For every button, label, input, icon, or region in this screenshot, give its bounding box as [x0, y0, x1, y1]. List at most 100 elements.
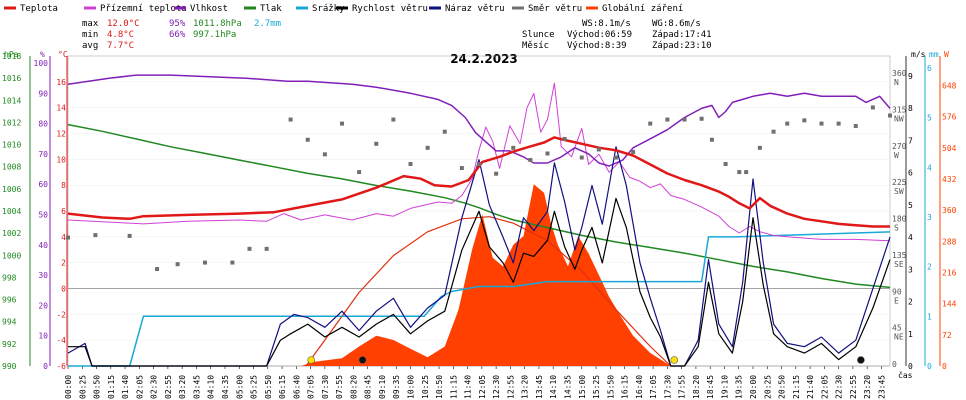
wind-direction-point [596, 147, 601, 152]
x-tick-label: 17:30 [663, 375, 672, 399]
x-tick-label: 20:00 [749, 375, 758, 399]
humidity-tick: 80 [38, 120, 48, 129]
wind-gust-line [67, 146, 891, 367]
temp-tick: 10 [56, 155, 66, 164]
x-tick-label: 17:05 [649, 375, 658, 399]
direction-tick: 225 [892, 178, 907, 187]
x-tick-label: 08:20 [349, 375, 358, 399]
wind-direction-point [737, 170, 742, 175]
hpa-tick: 996 [2, 296, 17, 305]
w-tick: 504 [942, 144, 957, 153]
mm-tick: 1 [927, 312, 932, 321]
pressure-line [67, 123, 891, 289]
wind-direction-point [477, 162, 481, 166]
direction-tick: 270 [892, 142, 907, 151]
wind-direction-point [391, 117, 396, 122]
humidity-tick: 70 [38, 150, 48, 159]
w-tick: 288 [942, 237, 957, 246]
legend-label: Srážky [312, 4, 345, 14]
direction-tick: 0 [892, 360, 897, 369]
x-tick-label: 06:40 [292, 375, 301, 399]
stats-max-temp: 12.0°C [107, 19, 140, 29]
ms-tick: 4 [908, 233, 913, 242]
humidity-tick: 10 [38, 332, 48, 341]
x-tick-label: 01:40 [121, 375, 130, 399]
direction-tick: 315 [892, 105, 907, 114]
wind-direction-point [408, 162, 413, 166]
wind-direction-point [203, 260, 207, 265]
wind-direction-point [665, 117, 670, 122]
x-tick-label: 03:45 [192, 375, 201, 399]
ms-tick: 7 [908, 136, 913, 145]
humidity-tick: 90 [38, 89, 48, 98]
direction-tick: 135 [892, 251, 907, 260]
unit-hum: % [40, 50, 45, 59]
legend-label: Náraz větru [445, 4, 505, 14]
x-tick-label: 06:15 [278, 375, 287, 399]
wind-direction-point [494, 171, 499, 176]
ms-tick: 2 [908, 298, 913, 307]
mm-tick: 3 [927, 213, 932, 222]
x-tick-label: 07:05 [307, 375, 316, 399]
mm-tick: 6 [927, 64, 932, 73]
wind-direction-point [682, 117, 687, 122]
legend-label: Směr větru [528, 4, 582, 14]
x-tick-label: 20:50 [778, 375, 787, 399]
x-tick-label: 03:20 [178, 375, 187, 399]
wind-direction-point [699, 116, 704, 121]
unit-mm: mm [929, 50, 939, 59]
wind-direction-point [288, 117, 293, 122]
x-tick-label: 02:55 [164, 375, 173, 399]
x-tick-label: 07:55 [335, 375, 344, 399]
x-tick-label: 00:25 [78, 375, 87, 399]
wind-direction-point [247, 246, 252, 251]
wind-direction-point [853, 124, 858, 129]
wind-direction-point [374, 141, 379, 146]
direction-compass-label: W [894, 151, 899, 160]
wind-direction-point [709, 137, 714, 142]
x-tick-label: 11:15 [449, 375, 458, 399]
wind-speed-line [68, 197, 891, 367]
temp-tick: -6 [56, 362, 66, 371]
x-tick-label: 22:55 [849, 375, 858, 399]
direction-tick: 45 [892, 324, 902, 333]
w-tick: 576 [942, 113, 957, 122]
wind-direction-point [648, 121, 653, 126]
wind-direction-point [264, 246, 269, 251]
wind-direction-point [66, 235, 70, 240]
temp-tick: -2 [56, 310, 66, 319]
stats-max-label: max [82, 19, 99, 29]
wind-direction-point [442, 129, 447, 134]
wind-direction-point [771, 129, 776, 134]
hpa-tick: 998 [2, 273, 17, 282]
x-tick-label: 02:05 [135, 375, 144, 399]
wind-direction-point [744, 170, 749, 175]
wind-direction-point [322, 152, 327, 157]
w-tick: 216 [942, 269, 957, 278]
plot-area [66, 55, 892, 367]
temp-tick: 0 [61, 285, 66, 294]
radiation-area [68, 184, 890, 366]
wind-direction-point [836, 121, 841, 126]
legend-label: Globální záření [602, 4, 683, 14]
direction-compass-label: NE [894, 333, 904, 342]
wind-direction-point [819, 121, 824, 126]
temp-tick: -4 [56, 336, 66, 345]
hpa-tick: 1010 [2, 141, 21, 150]
unit-w: W [944, 50, 949, 59]
ms-tick: 0 [908, 362, 913, 371]
hpa-tick: 994 [2, 318, 17, 327]
unit-temp: °C [58, 50, 68, 59]
x-tick-label: 16:15 [621, 375, 630, 399]
x-tick-label: 15:00 [578, 375, 587, 399]
chart-title: 24.2.2023 [450, 52, 518, 66]
x-tick-label: 22:05 [820, 375, 829, 399]
w-tick: 0 [942, 362, 947, 371]
legend-label: Přízemní teplota [100, 4, 187, 14]
x-tick-label: 14:35 [563, 375, 572, 399]
x-tick-label: 01:15 [107, 375, 116, 399]
x-axis: 00:00 00:25 00:50 01:15 01:40 02:05 02:30 02:55… [64, 365, 890, 399]
wind-direction-point [357, 170, 362, 175]
x-tick-label: 00:00 [64, 375, 73, 399]
x-tick-label: 21:15 [792, 375, 801, 399]
